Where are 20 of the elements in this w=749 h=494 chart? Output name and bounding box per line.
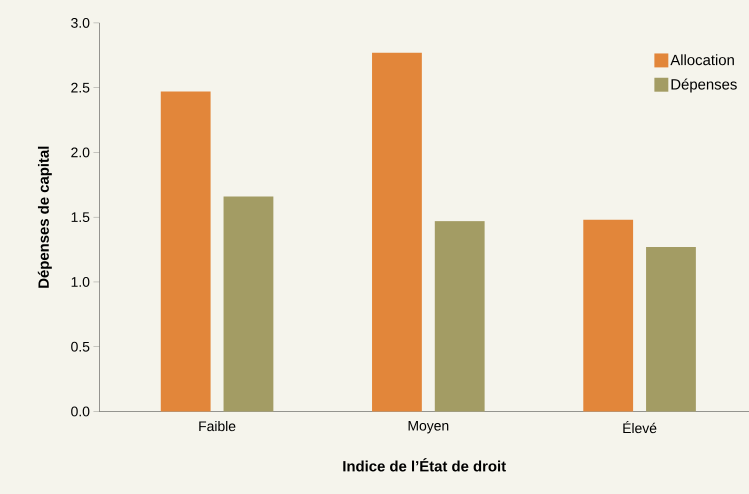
legend-label: Allocation <box>670 54 734 66</box>
y-tick-label: 0.0 <box>71 406 90 416</box>
bar <box>372 52 422 412</box>
y-tick-label: 3.0 <box>71 18 90 28</box>
y-tick-label: 2.0 <box>71 147 90 158</box>
bar <box>160 91 211 412</box>
bar <box>434 221 485 412</box>
y-tick-label: 1.5 <box>72 212 90 222</box>
x-tick-label: Élevé <box>623 420 656 434</box>
y-tick-label: 2.5 <box>71 82 90 93</box>
x-tick-label: Moyen <box>408 420 448 434</box>
x-tick-label: Faible <box>199 420 236 432</box>
y-tick-label: 0.5 <box>71 342 90 352</box>
x-axis-title: Indice de l’État de droit <box>343 458 506 472</box>
y-axis-title: Dépenses de capital <box>38 146 52 288</box>
bar <box>583 220 634 412</box>
legend-label: Dépenses <box>672 78 737 92</box>
y-tick-label: 1.0 <box>72 276 90 287</box>
bar <box>646 246 696 412</box>
bar <box>224 196 274 412</box>
